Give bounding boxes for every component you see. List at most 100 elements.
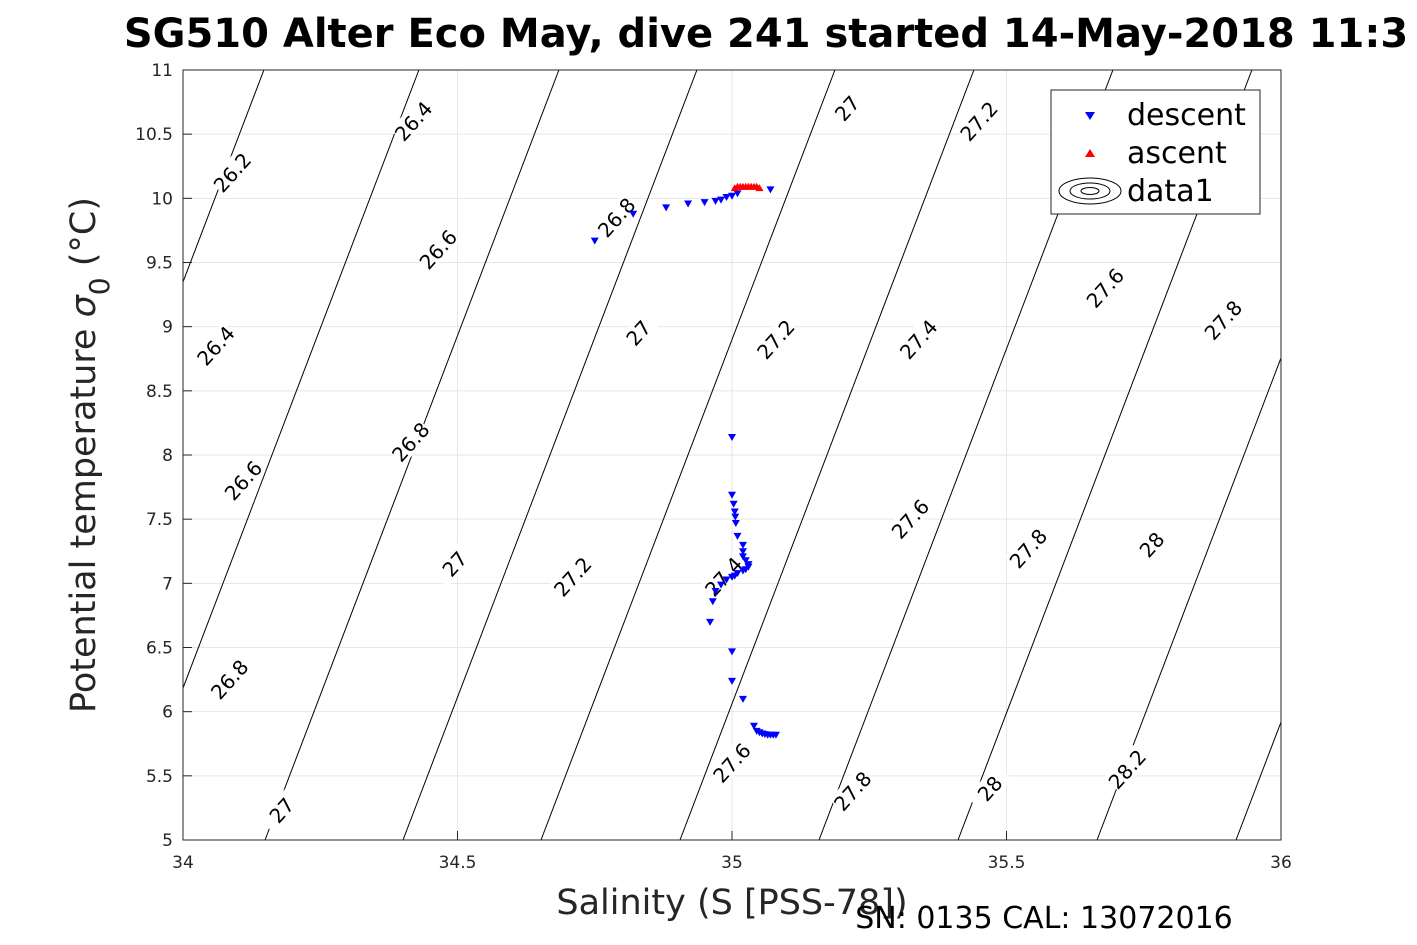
y-tick-label: 8.5: [146, 382, 173, 402]
descent-marker: [728, 491, 736, 499]
legend-box: [1050, 89, 1261, 215]
descent-marker: [771, 731, 780, 739]
descent-marker: [590, 237, 599, 245]
contour-label-bg: [593, 193, 639, 241]
contour-label-bg: [1004, 524, 1051, 572]
density-contour-line: [183, 70, 420, 690]
descent-marker: [722, 194, 731, 202]
y-axis-label-main: Potential temperature: [64, 317, 104, 713]
legend-ascent-label: ascent: [1127, 136, 1227, 171]
descent-marker: [733, 190, 742, 198]
contour-label-bg: [886, 494, 933, 543]
data-markers: [590, 182, 780, 739]
y-tick-label: 10: [151, 189, 173, 209]
serial-calibration-note: SN: 0135 CAL: 13072016: [855, 901, 1233, 936]
contour-label-bg: [258, 786, 304, 834]
y-tick-label: 9.5: [146, 254, 173, 274]
legend-contour-icon: [1058, 177, 1122, 205]
descent-marker: [708, 598, 717, 606]
y-tick-label: 7: [162, 574, 173, 594]
contour-label-bg: [823, 84, 870, 132]
contour-label-bg: [955, 96, 1002, 145]
descent-marker: [629, 210, 638, 218]
descent-marker: [741, 557, 750, 565]
chart-title: SG510 Alter Eco May, dive 241 started 14…: [124, 11, 1408, 57]
contour-label-bg: [389, 96, 436, 145]
y-axis-label-unit: (°C): [64, 197, 104, 277]
descent-marker: [684, 200, 693, 208]
y-tick-label: 9: [162, 318, 173, 338]
contour-label-bg: [1081, 263, 1128, 312]
x-tick-label: 34: [172, 853, 194, 873]
contour-label-group: 28: [1128, 520, 1175, 568]
descent-marker: [728, 573, 736, 581]
descent-marker: [717, 196, 726, 204]
contour-label-bg: [206, 655, 252, 703]
y-tick-label: 11: [151, 61, 173, 81]
descent-marker: [722, 576, 731, 584]
contour-label-bg: [895, 315, 941, 363]
x-tick-label: 35: [721, 853, 743, 873]
descent-marker: [730, 508, 739, 516]
descent-marker: [749, 722, 758, 730]
y-axis-label-subscript: 0: [83, 277, 116, 295]
legend-descent-label: descent: [1127, 98, 1246, 133]
descent-marker: [738, 695, 747, 703]
x-tick-label: 36: [1270, 853, 1292, 873]
contour-label-bg: [615, 308, 661, 357]
descent-marker: [738, 541, 747, 549]
y-axis-label-sigma: σ: [64, 293, 104, 317]
contour-label-bg: [431, 539, 477, 588]
descent-marker: [662, 204, 671, 212]
y-tick-label: 6: [162, 703, 173, 723]
contour-label-bg: [1128, 520, 1175, 568]
y-tick-label: 6.5: [146, 639, 173, 659]
descent-marker: [766, 186, 775, 194]
descent-marker: [729, 500, 738, 508]
contour-label-bg: [219, 456, 266, 504]
contour-label-bg: [387, 417, 433, 466]
descent-marker: [711, 197, 720, 205]
density-contour-line: [540, 70, 836, 840]
density-contour-line: [679, 70, 975, 840]
descent-marker: [738, 553, 747, 561]
descent-marker: [700, 199, 709, 207]
descent-marker: [731, 520, 740, 528]
descent-marker: [728, 434, 736, 442]
descent-marker: [728, 192, 736, 200]
descent-marker: [738, 567, 747, 575]
legend-data1-label: data1: [1127, 174, 1214, 209]
density-contour-line: [402, 70, 698, 840]
contour-label-bg: [966, 764, 1013, 812]
x-axis-label: Salinity (S [PSS-78]): [556, 883, 907, 923]
contour-label-bg: [708, 738, 755, 787]
contour-label-bg: [829, 766, 875, 815]
density-contour-line: [1096, 356, 1281, 840]
contour-label-bg: [192, 321, 239, 369]
y-tick-label: 10.5: [135, 125, 173, 145]
descent-marker: [728, 677, 736, 685]
contour-label-bg: [208, 148, 255, 196]
contour-label-bg: [752, 315, 799, 363]
y-axis-ticks: 5 5.5 6 6.5 7 7.5 8 8.5 9 9.5 10 10.5 11: [135, 61, 192, 851]
descent-marker: [711, 588, 720, 596]
x-tick-label: 34.5: [439, 853, 477, 873]
descent-marker: [717, 581, 726, 589]
descent-marker: [728, 648, 736, 656]
contour-label-bg: [1199, 295, 1246, 344]
density-contours: [183, 70, 1281, 840]
legend: descent ascent data1: [1050, 89, 1261, 215]
y-tick-label: 5: [162, 831, 173, 851]
legend-ascent-marker: [1085, 149, 1095, 157]
ascent-marker: [755, 184, 764, 192]
x-tick-label: 35.5: [988, 853, 1026, 873]
x-axis-ticks: 34 34.5 35 35.5 36: [172, 831, 1292, 873]
legend-descent-marker: [1085, 112, 1095, 120]
y-tick-label: 8: [162, 446, 173, 466]
y-axis-label: Potential temperature σ0 (°C): [64, 197, 116, 713]
descent-marker: [731, 513, 740, 521]
y-tick-label: 7.5: [146, 510, 173, 530]
y-tick-label: 5.5: [146, 767, 173, 787]
contour-label-bg: [549, 552, 595, 600]
